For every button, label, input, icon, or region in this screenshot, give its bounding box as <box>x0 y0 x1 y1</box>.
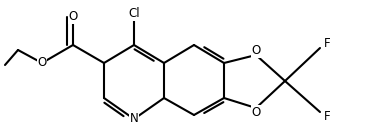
Text: O: O <box>251 44 260 57</box>
Text: Cl: Cl <box>128 7 140 20</box>
Text: O: O <box>37 56 46 69</box>
Text: O: O <box>251 106 260 119</box>
Text: N: N <box>130 112 138 126</box>
Text: O: O <box>68 10 77 24</box>
Text: F: F <box>324 37 331 50</box>
Text: F: F <box>324 110 331 123</box>
